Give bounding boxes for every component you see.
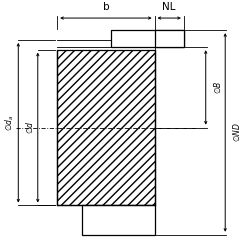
Text: $\emptyset d$: $\emptyset d$	[24, 121, 35, 134]
Bar	[111, 30, 184, 47]
Bar	[82, 206, 154, 235]
Text: $\emptyset B$: $\emptyset B$	[212, 81, 223, 94]
Bar	[154, 30, 184, 47]
Bar	[111, 30, 154, 47]
Text: NL: NL	[162, 2, 176, 12]
Text: $\emptyset d_a$: $\emptyset d_a$	[4, 114, 16, 131]
Text: b: b	[102, 2, 109, 12]
Text: $\emptyset ND$: $\emptyset ND$	[231, 122, 242, 142]
Bar	[57, 50, 154, 206]
